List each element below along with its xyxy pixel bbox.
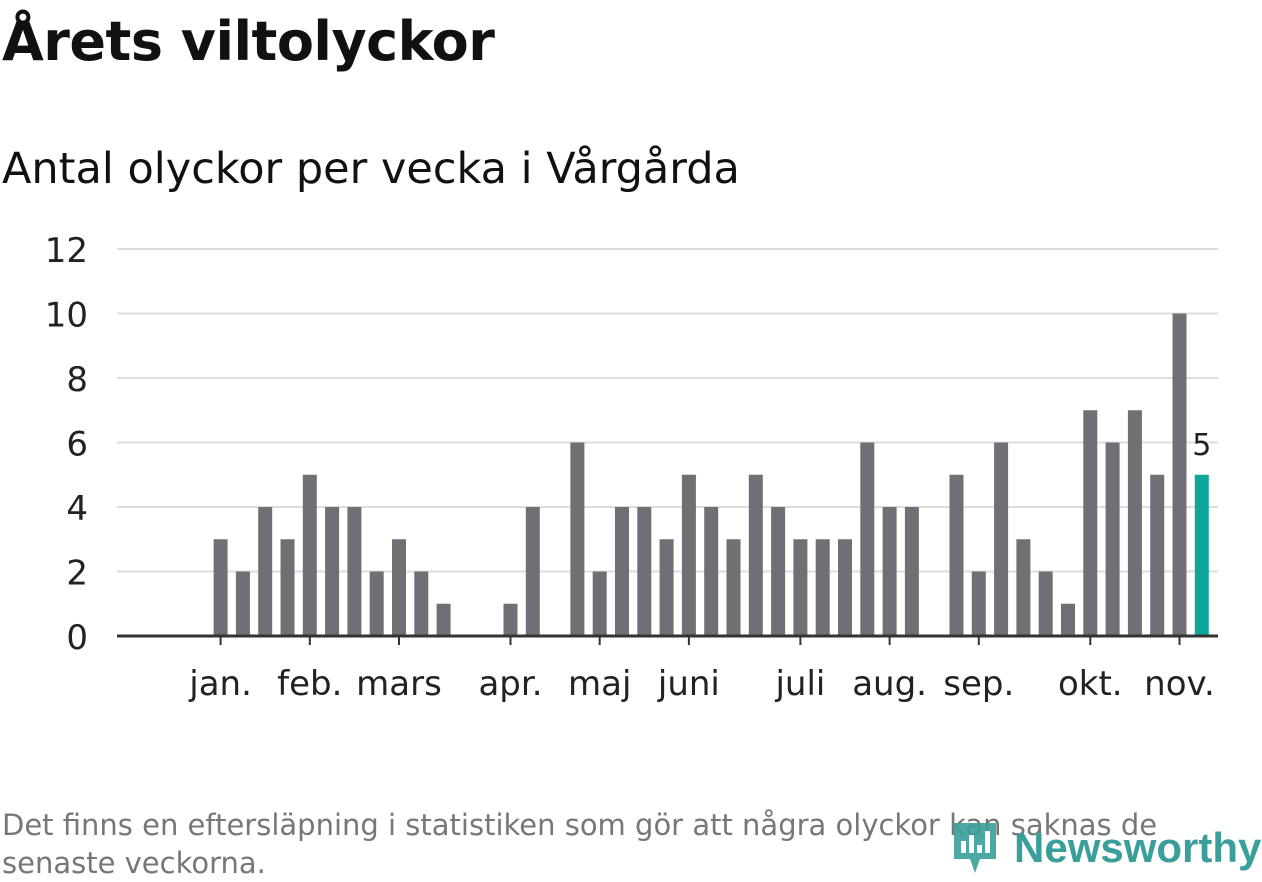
bar xyxy=(302,474,317,636)
bar xyxy=(1150,474,1165,636)
x-tick-label: okt. xyxy=(1058,664,1123,704)
x-tick-label: nov. xyxy=(1144,664,1215,704)
x-tick-label: maj xyxy=(568,664,631,704)
bar xyxy=(392,539,406,636)
y-tick-label: 6 xyxy=(66,425,88,465)
chart-title: Årets viltolyckor xyxy=(2,10,495,73)
x-tick-label: juli xyxy=(774,664,825,704)
x-tick-label: apr. xyxy=(478,664,542,704)
y-tick-label: 10 xyxy=(45,296,88,336)
bar xyxy=(1061,603,1075,636)
bar xyxy=(793,539,808,636)
bar xyxy=(904,507,919,636)
data-labels: 5 xyxy=(1192,428,1211,463)
y-tick-label: 8 xyxy=(66,360,88,400)
bar xyxy=(235,571,250,636)
newsworthy-logo-icon xyxy=(954,823,996,873)
bar xyxy=(1127,410,1142,636)
x-tick-label: sep. xyxy=(943,664,1014,704)
y-axis-ticks: 0 2 4 6 8 10 12 xyxy=(45,231,88,658)
bar xyxy=(213,539,228,636)
bar xyxy=(659,539,674,636)
x-tick-label: aug. xyxy=(852,664,927,704)
bar xyxy=(1105,442,1120,636)
bar xyxy=(882,507,897,636)
y-tick-label: 2 xyxy=(66,554,88,594)
bar xyxy=(637,507,652,636)
bar xyxy=(570,442,585,636)
bar xyxy=(347,507,362,636)
bar xyxy=(1016,539,1031,636)
bar xyxy=(1083,410,1098,636)
bar xyxy=(815,539,830,636)
bar xyxy=(525,507,540,636)
bar xyxy=(325,507,340,636)
bar xyxy=(748,474,763,636)
x-tick-label: juni xyxy=(657,664,720,704)
newsworthy-logo: Newsworthy xyxy=(950,818,1261,878)
bar xyxy=(1038,571,1053,636)
bar xyxy=(971,571,986,636)
bar-highlight xyxy=(1194,474,1209,636)
bar xyxy=(949,474,964,636)
bar xyxy=(280,539,295,636)
bar xyxy=(503,603,518,636)
bar xyxy=(704,507,719,636)
bar xyxy=(615,507,629,636)
bar xyxy=(436,603,451,636)
bar xyxy=(1172,313,1187,636)
x-tick-label: jan. xyxy=(188,664,252,704)
y-tick-label: 4 xyxy=(66,489,88,529)
y-tick-label: 12 xyxy=(45,231,88,271)
highlight-value-label: 5 xyxy=(1192,428,1211,463)
bar xyxy=(592,571,607,636)
gridlines xyxy=(117,248,1218,573)
bar xyxy=(838,539,852,636)
x-tick-label: mars xyxy=(356,664,442,704)
x-tick-label: feb. xyxy=(277,664,342,704)
y-tick-label: 0 xyxy=(66,618,88,658)
chart-subtitle: Antal olyckor per vecka i Vårgårda xyxy=(2,144,740,194)
bar xyxy=(994,442,1009,636)
bar xyxy=(681,474,696,636)
x-axis: jan. feb. mars apr. maj juni juli aug. sep. okt. n… xyxy=(117,634,1218,704)
bar xyxy=(860,442,875,636)
bar xyxy=(414,571,429,636)
bar xyxy=(771,507,786,636)
bar xyxy=(369,571,384,636)
logo-text: Newsworthy xyxy=(1014,824,1262,871)
bar xyxy=(726,539,741,636)
bar xyxy=(258,507,273,636)
bars xyxy=(213,313,1209,636)
bar-chart: 0 2 4 6 8 10 12 jan. feb. mars apr. maj juni juli aug… xyxy=(45,231,1218,704)
